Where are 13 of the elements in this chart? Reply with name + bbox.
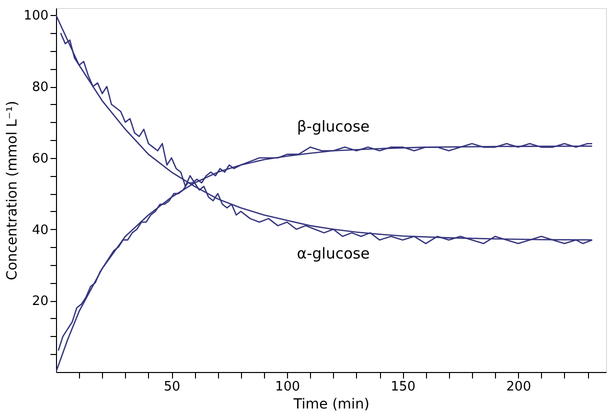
y-tick-label: 100 <box>24 8 48 24</box>
series-label: β-glucose <box>296 118 370 136</box>
x-tick-label: 200 <box>506 380 532 394</box>
y-tick-label: 20 <box>32 294 48 310</box>
y-tick-label: 80 <box>32 80 48 96</box>
y-tick-label: 40 <box>32 222 48 238</box>
x-tick-label: 50 <box>164 380 180 394</box>
y-tick-label: 60 <box>32 151 48 166</box>
x-tick-label: 150 <box>390 380 416 394</box>
y-axis-title: Concentration (mmol L⁻¹) <box>4 100 21 280</box>
series-label: α-glucose <box>296 244 370 262</box>
x-axis-title: Time (min) <box>292 396 370 412</box>
x-tick-label: 100 <box>275 380 300 394</box>
